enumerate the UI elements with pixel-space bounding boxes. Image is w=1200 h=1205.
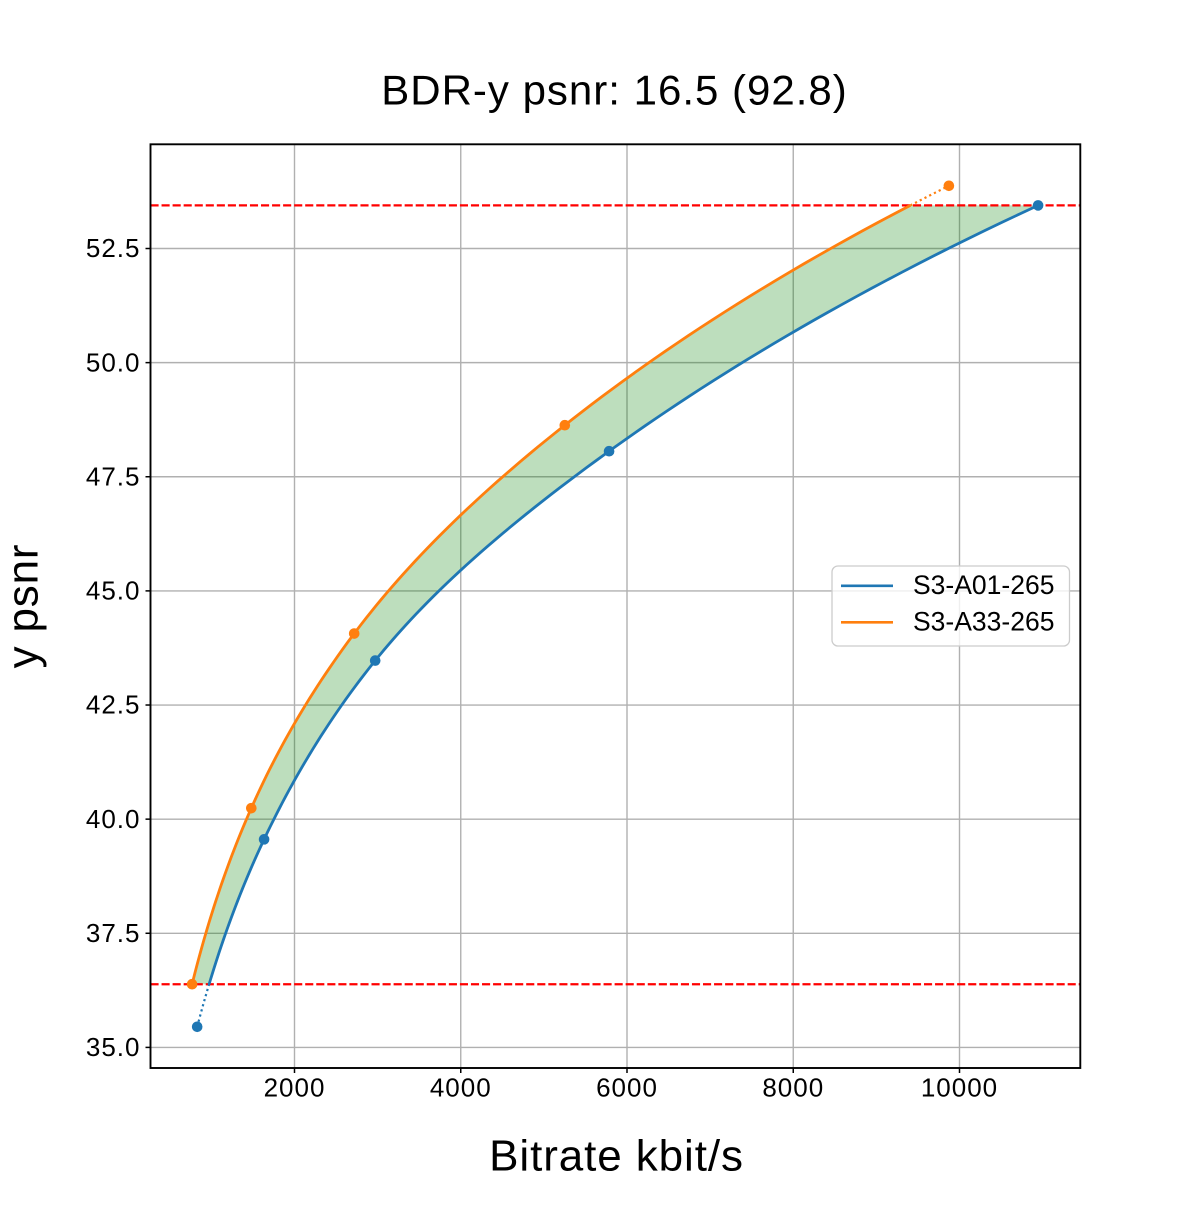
svg-text:40.0: 40.0 [86, 804, 141, 834]
svg-text:2000: 2000 [264, 1073, 326, 1103]
svg-text:52.5: 52.5 [86, 233, 141, 263]
svg-text:y psnr: y psnr [0, 544, 48, 669]
svg-text:S3-A33-265: S3-A33-265 [913, 607, 1054, 637]
svg-text:45.0: 45.0 [86, 576, 141, 606]
svg-text:BDR-y psnr: 16.5 (92.8): BDR-y psnr: 16.5 (92.8) [381, 67, 848, 114]
svg-text:42.5: 42.5 [86, 690, 141, 720]
svg-text:37.5: 37.5 [86, 918, 141, 948]
svg-text:S3-A01-265: S3-A01-265 [913, 570, 1054, 600]
svg-text:6000: 6000 [596, 1073, 658, 1103]
svg-text:4000: 4000 [430, 1073, 492, 1103]
svg-text:35.0: 35.0 [86, 1032, 141, 1062]
svg-text:47.5: 47.5 [86, 461, 141, 491]
svg-text:8000: 8000 [762, 1073, 824, 1103]
svg-text:Bitrate kbit/s: Bitrate kbit/s [489, 1132, 744, 1181]
svg-text:50.0: 50.0 [86, 347, 141, 377]
svg-text:10000: 10000 [921, 1073, 998, 1103]
